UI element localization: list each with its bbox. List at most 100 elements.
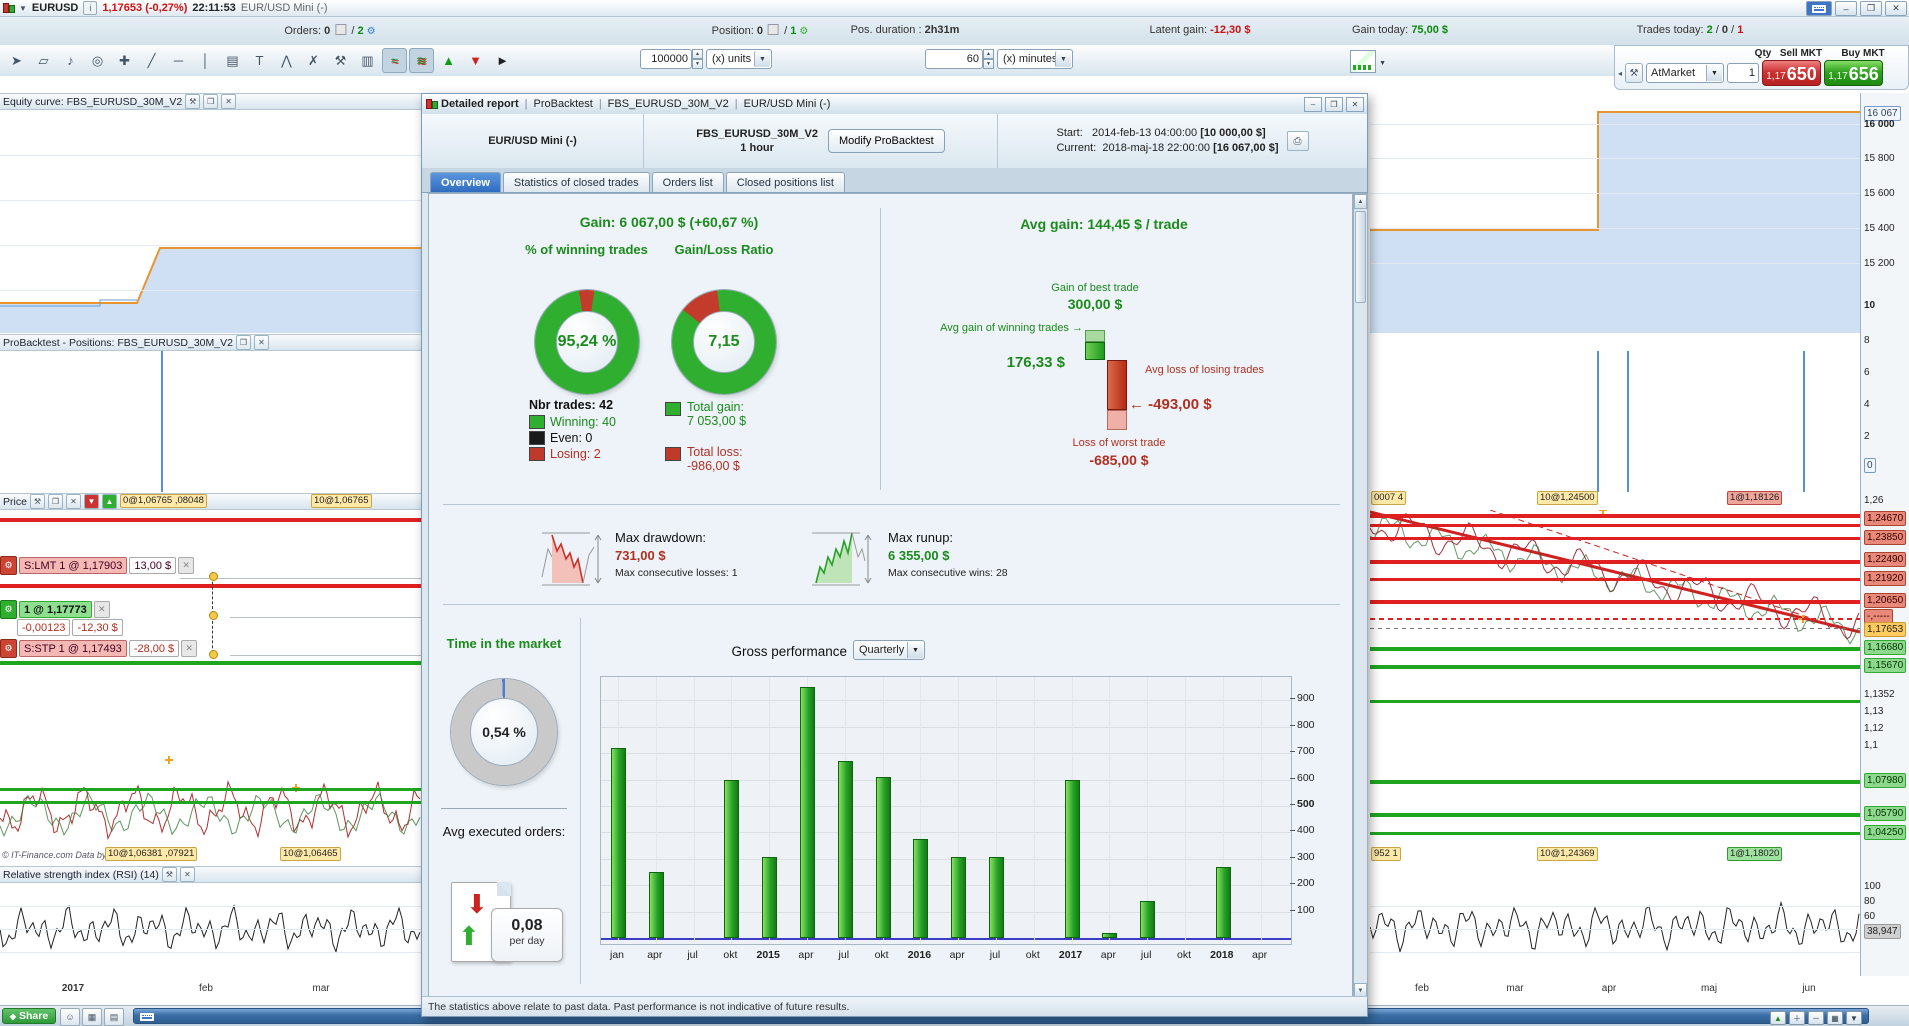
order-handle[interactable] xyxy=(209,650,218,659)
user-icon[interactable]: ☺ xyxy=(60,1008,80,1026)
virtual-keyboard-button[interactable] xyxy=(1806,1,1832,16)
calendar-icon[interactable]: ▦ xyxy=(1827,1011,1843,1025)
dialog-close-icon[interactable]: ✕ xyxy=(1346,97,1364,112)
text-icon[interactable]: T xyxy=(255,53,264,68)
stop-order-tag[interactable]: S:STP 1 @ 1,17493 xyxy=(19,640,127,657)
tools-icon[interactable]: ⚒ xyxy=(334,52,347,68)
cursor-icon[interactable]: ➤ xyxy=(11,52,22,68)
cross-lines-icon[interactable]: ✗ xyxy=(308,52,319,68)
position-checkbox[interactable] xyxy=(768,24,780,35)
window-icon[interactable]: ❒ xyxy=(203,94,219,109)
price-chart-right[interactable] xyxy=(1370,510,1860,862)
backtest-equity-icon[interactable]: ≈ xyxy=(382,48,407,73)
zoom-out-icon[interactable]: － xyxy=(1808,1011,1824,1025)
tab-statistics-of-closed-trades[interactable]: Statistics of closed trades xyxy=(502,172,650,192)
cancel-order-icon[interactable]: ✕ xyxy=(178,557,195,574)
point-line-icon[interactable]: ✚ xyxy=(119,52,130,68)
timeframe-input[interactable]: 60 xyxy=(925,49,983,69)
info-icon[interactable]: i xyxy=(83,1,98,15)
sell-shortcut-icon[interactable]: ▼ xyxy=(83,494,99,509)
vertical-line-icon[interactable]: │ xyxy=(201,53,210,68)
dialog-titlebar[interactable]: Detailed report | ProBacktest | FBS_EURUSD… xyxy=(422,94,1367,115)
tab-closed-positions-list[interactable]: Closed positions list xyxy=(725,172,845,192)
close-icon[interactable]: ✕ xyxy=(179,867,195,882)
scroll-down-icon[interactable]: ▼ xyxy=(1846,1011,1862,1025)
zigzag-icon[interactable]: ⋀ xyxy=(281,52,292,68)
restore-button[interactable]: ❒ xyxy=(1860,1,1882,16)
price-axis[interactable]: 16 067 16 000 15 800 15 600 15 400 15 200 10 8 6… xyxy=(1860,93,1909,976)
print-icon[interactable]: ⎙ xyxy=(1286,131,1309,151)
close-icon[interactable]: ✕ xyxy=(253,335,269,350)
instrument-name[interactable]: EURUSD xyxy=(31,2,79,14)
quantity-input[interactable]: 100000 xyxy=(640,49,692,69)
timeframe-unit-dropdown[interactable]: (x) minutes ▼ xyxy=(997,49,1073,69)
chevron-down-icon[interactable]: ▼ xyxy=(19,3,27,13)
tab-overview[interactable]: Overview xyxy=(430,172,501,192)
zoom-icon[interactable]: ◎ xyxy=(91,52,104,68)
gross-performance-chart[interactable] xyxy=(600,676,1292,945)
close-button[interactable]: ✕ xyxy=(1885,1,1907,16)
wrench-icon[interactable]: ⚒ xyxy=(185,94,201,109)
scroll-up-icon[interactable]: ▲ xyxy=(1354,194,1367,209)
rsi-chart-right[interactable] xyxy=(1370,883,1860,976)
position-tag[interactable]: 1 @ 1,17773 xyxy=(19,601,92,618)
trash-icon[interactable]: ▥ xyxy=(361,52,374,68)
orders-gear-icon[interactable]: ⚙ xyxy=(366,26,376,37)
quantity-stepper[interactable]: ▲ ▼ xyxy=(692,49,703,69)
sell-arrow-icon[interactable]: ▼ xyxy=(469,53,482,68)
equity-chart-left[interactable] xyxy=(0,110,421,333)
buy-shortcut-icon[interactable]: ▲ xyxy=(101,494,117,509)
tab-orders-list[interactable]: Orders list xyxy=(651,172,724,192)
position-gear-icon[interactable]: ⚙ xyxy=(0,600,17,619)
order-qty-input[interactable]: 1 xyxy=(1727,63,1760,83)
limit-order-tag[interactable]: S:LMT 1 @ 1,17903 xyxy=(19,557,128,574)
price-chart-left[interactable]: ⚙ S:LMT 1 @ 1,17903 13,00 $ ✕ ⚙ 1 @ 1,17… xyxy=(0,510,421,862)
orders-checkbox[interactable] xyxy=(335,24,347,35)
step-forward-icon[interactable]: ► xyxy=(496,53,509,68)
order-type-dropdown[interactable]: AtMarket ▼ xyxy=(1646,63,1725,83)
close-position-icon[interactable]: ✕ xyxy=(93,601,110,618)
wrench-icon[interactable]: ⚒ xyxy=(161,867,177,882)
trend-line-icon[interactable]: ╱ xyxy=(147,52,156,68)
equity-chart-right[interactable] xyxy=(1370,93,1860,333)
cancel-order-icon[interactable]: ✕ xyxy=(181,640,198,657)
wrench-icon[interactable]: ⚒ xyxy=(29,494,45,509)
rsi-chart-left[interactable] xyxy=(0,883,421,976)
alarm-icon[interactable]: ♪ xyxy=(67,53,74,68)
zoom-in-icon[interactable]: ＋ xyxy=(1789,1011,1805,1025)
positions-chart-right[interactable] xyxy=(1370,351,1860,492)
quantity-unit-dropdown[interactable]: (x) units ▼ xyxy=(706,49,772,69)
dialog-scrollbar[interactable]: ▲ ▼ xyxy=(1353,193,1368,999)
order-handle[interactable] xyxy=(209,572,218,581)
order-gear-icon[interactable]: ⚙ xyxy=(0,556,17,575)
window-icon[interactable]: ❒ xyxy=(235,335,251,350)
grid-icon[interactable]: ▦ xyxy=(82,1008,102,1026)
modify-probacktest-button[interactable]: Modify ProBacktest xyxy=(827,129,945,153)
horizontal-line-icon[interactable]: ─ xyxy=(173,53,184,68)
calendar-icon[interactable]: ▤ xyxy=(104,1008,124,1026)
window-icon[interactable]: ❒ xyxy=(47,494,63,509)
sell-market-button[interactable]: 1,17 650 xyxy=(1762,60,1822,86)
order-settings-wrench-icon[interactable]: ⚒ xyxy=(1625,63,1644,83)
scroll-thumb[interactable] xyxy=(1355,211,1366,303)
collapse-panel-icon[interactable]: ◂ xyxy=(1618,68,1623,78)
position-gear-icon[interactable]: ⚙ xyxy=(799,26,809,37)
gross-period-dropdown[interactable]: Quarterly ▼ xyxy=(853,640,925,660)
minimize-button[interactable]: – xyxy=(1835,1,1857,16)
timeframe-stepper[interactable]: ▲ ▼ xyxy=(983,49,994,69)
buy-arrow-icon[interactable]: ▲ xyxy=(442,53,455,68)
dialog-maximize-icon[interactable]: ❒ xyxy=(1325,97,1343,112)
scroll-down-icon[interactable]: ▼ xyxy=(1354,983,1367,998)
annotation-icon[interactable]: ▤ xyxy=(226,52,239,68)
backtest-report-icon[interactable]: ≋ xyxy=(409,48,434,73)
share-button[interactable]: ◆ Share xyxy=(2,1008,56,1024)
chart-type-button[interactable]: ▼ xyxy=(1350,50,1394,73)
dialog-minimize-icon[interactable]: – xyxy=(1304,97,1322,112)
order-handle[interactable] xyxy=(209,611,218,620)
order-gear-icon[interactable]: ⚙ xyxy=(0,639,17,658)
close-icon[interactable]: ✕ xyxy=(65,494,81,509)
buy-market-button[interactable]: 1,17 656 xyxy=(1824,60,1884,86)
close-icon[interactable]: ✕ xyxy=(221,94,237,109)
ruler-icon[interactable]: ▱ xyxy=(38,52,49,68)
scroll-up-icon[interactable]: ▲ xyxy=(1770,1011,1786,1025)
